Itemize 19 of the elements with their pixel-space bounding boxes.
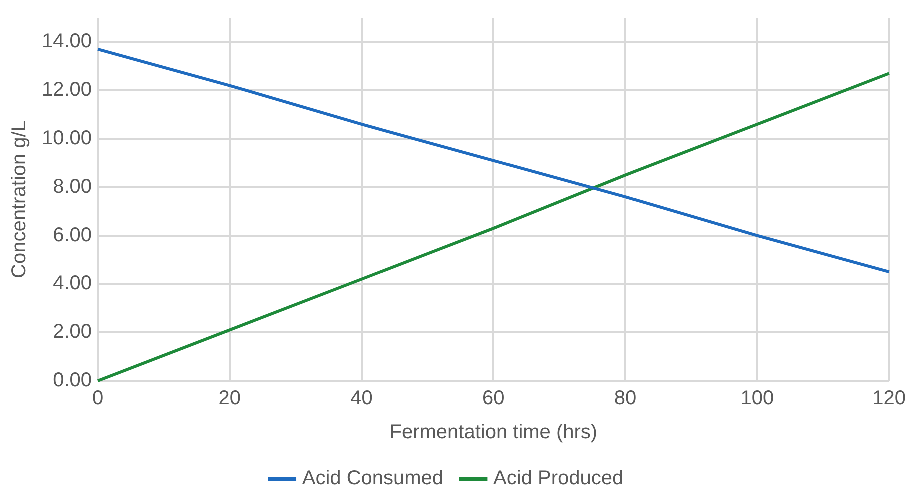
y-tick-label: 2.00 bbox=[53, 321, 92, 344]
y-tick-label: 14.00 bbox=[42, 30, 92, 53]
x-tick-label: 40 bbox=[350, 388, 373, 410]
x-tick-label: 60 bbox=[482, 388, 505, 410]
y-tick-label: 10.00 bbox=[42, 128, 92, 150]
x-tick-label: 80 bbox=[614, 388, 637, 410]
y-axis-title: Concentration g/L bbox=[8, 120, 31, 278]
x-tick-label: 0 bbox=[92, 388, 104, 410]
x-tick-label: 20 bbox=[218, 388, 242, 410]
y-tick-label: 12.00 bbox=[42, 79, 92, 102]
y-tick-label: 8.00 bbox=[53, 176, 92, 198]
legend-label: Acid Consumed bbox=[302, 468, 444, 490]
y-tick-label: 0.00 bbox=[53, 370, 92, 392]
x-axis-title: Fermentation time (hrs) bbox=[390, 422, 598, 444]
y-tick-label: 6.00 bbox=[53, 224, 92, 246]
x-tick-label: 100 bbox=[740, 388, 774, 410]
x-tick-label: 120 bbox=[872, 388, 906, 410]
y-tick-label: 4.00 bbox=[53, 272, 92, 295]
legend-label: Acid Produced bbox=[494, 468, 624, 490]
